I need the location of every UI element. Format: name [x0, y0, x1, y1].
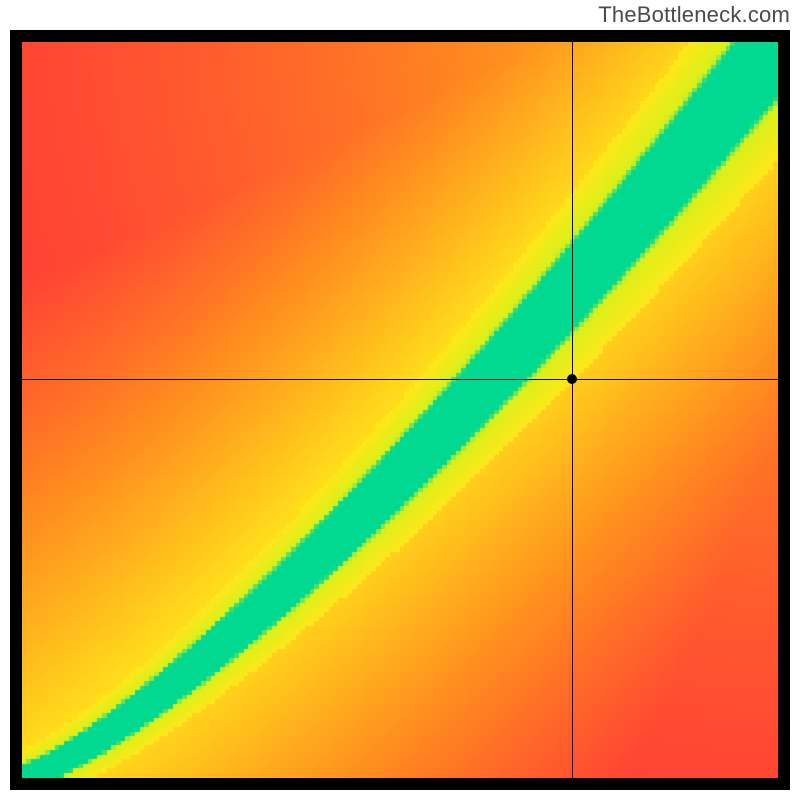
crosshair-vertical — [572, 42, 573, 778]
bottleneck-heatmap — [22, 42, 778, 778]
crosshair-horizontal — [22, 379, 778, 380]
watermark-text: TheBottleneck.com — [598, 2, 790, 28]
